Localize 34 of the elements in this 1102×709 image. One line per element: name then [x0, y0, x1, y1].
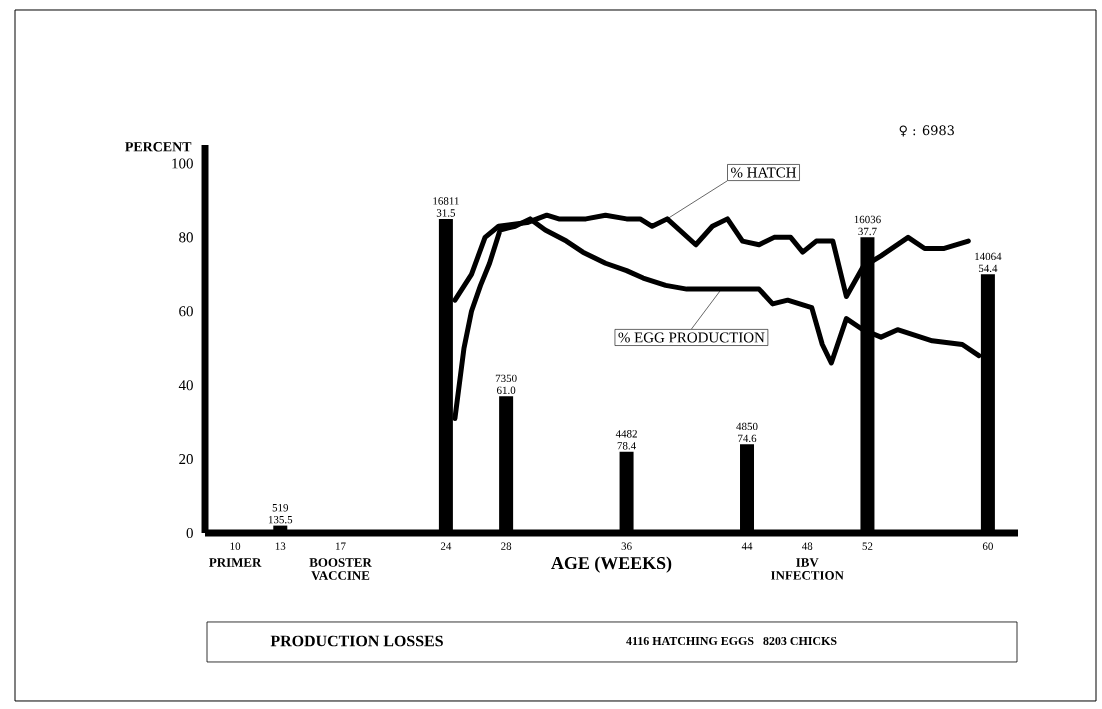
x-tick-label: 48 [801, 542, 813, 550]
y-tick-label: 80 [179, 232, 193, 243]
x-tick-label: 28 [501, 542, 512, 550]
y-tick-label: 100 [172, 158, 193, 169]
x-tick-label: 44 [741, 542, 753, 550]
text: 8203 CHICKS [763, 636, 837, 646]
text: PRIMER [209, 558, 262, 567]
text: 4116 HATCHING EGGS [626, 636, 754, 645]
x-tick-label: 24 [440, 542, 452, 550]
annotation: 4850 74.6 [736, 422, 758, 443]
text: PRODUCTION LOSSES [270, 635, 443, 647]
text: ♀ : 6983 [899, 125, 954, 137]
text: IBV INFECTION [770, 558, 844, 580]
y-tick-label: 40 [178, 380, 193, 391]
annotation: 4482 78.4 [615, 430, 637, 450]
annotation: 519 135.5 [268, 504, 293, 524]
text: % HATCH [731, 167, 797, 178]
x-tick-label: 17 [336, 542, 346, 550]
x-tick-label: 60 [982, 542, 993, 550]
annotation: 16811 31.5 [433, 197, 459, 217]
x-tick-label: 52 [862, 542, 873, 550]
series-label: % EGG PRODUCTION [618, 332, 765, 343]
annotation: 7350 61.0 [495, 374, 517, 395]
y-tick-label: 20 [179, 454, 193, 465]
text: BOOSTER VACCINE [309, 558, 372, 580]
y-tick-label: 60 [179, 306, 193, 317]
y-tick-label: 0 [186, 527, 193, 539]
x-axis-title: AGE (WEEKS) [551, 556, 672, 573]
x-tick-label: 36 [621, 542, 632, 550]
x-tick-label: 10 [230, 542, 241, 550]
annotation: 16036 37.7 [854, 215, 881, 236]
annotation: 14064 54.4 [975, 252, 1002, 273]
y-axis-title: PERCENT [125, 142, 192, 152]
x-tick-label: 13 [275, 542, 286, 550]
